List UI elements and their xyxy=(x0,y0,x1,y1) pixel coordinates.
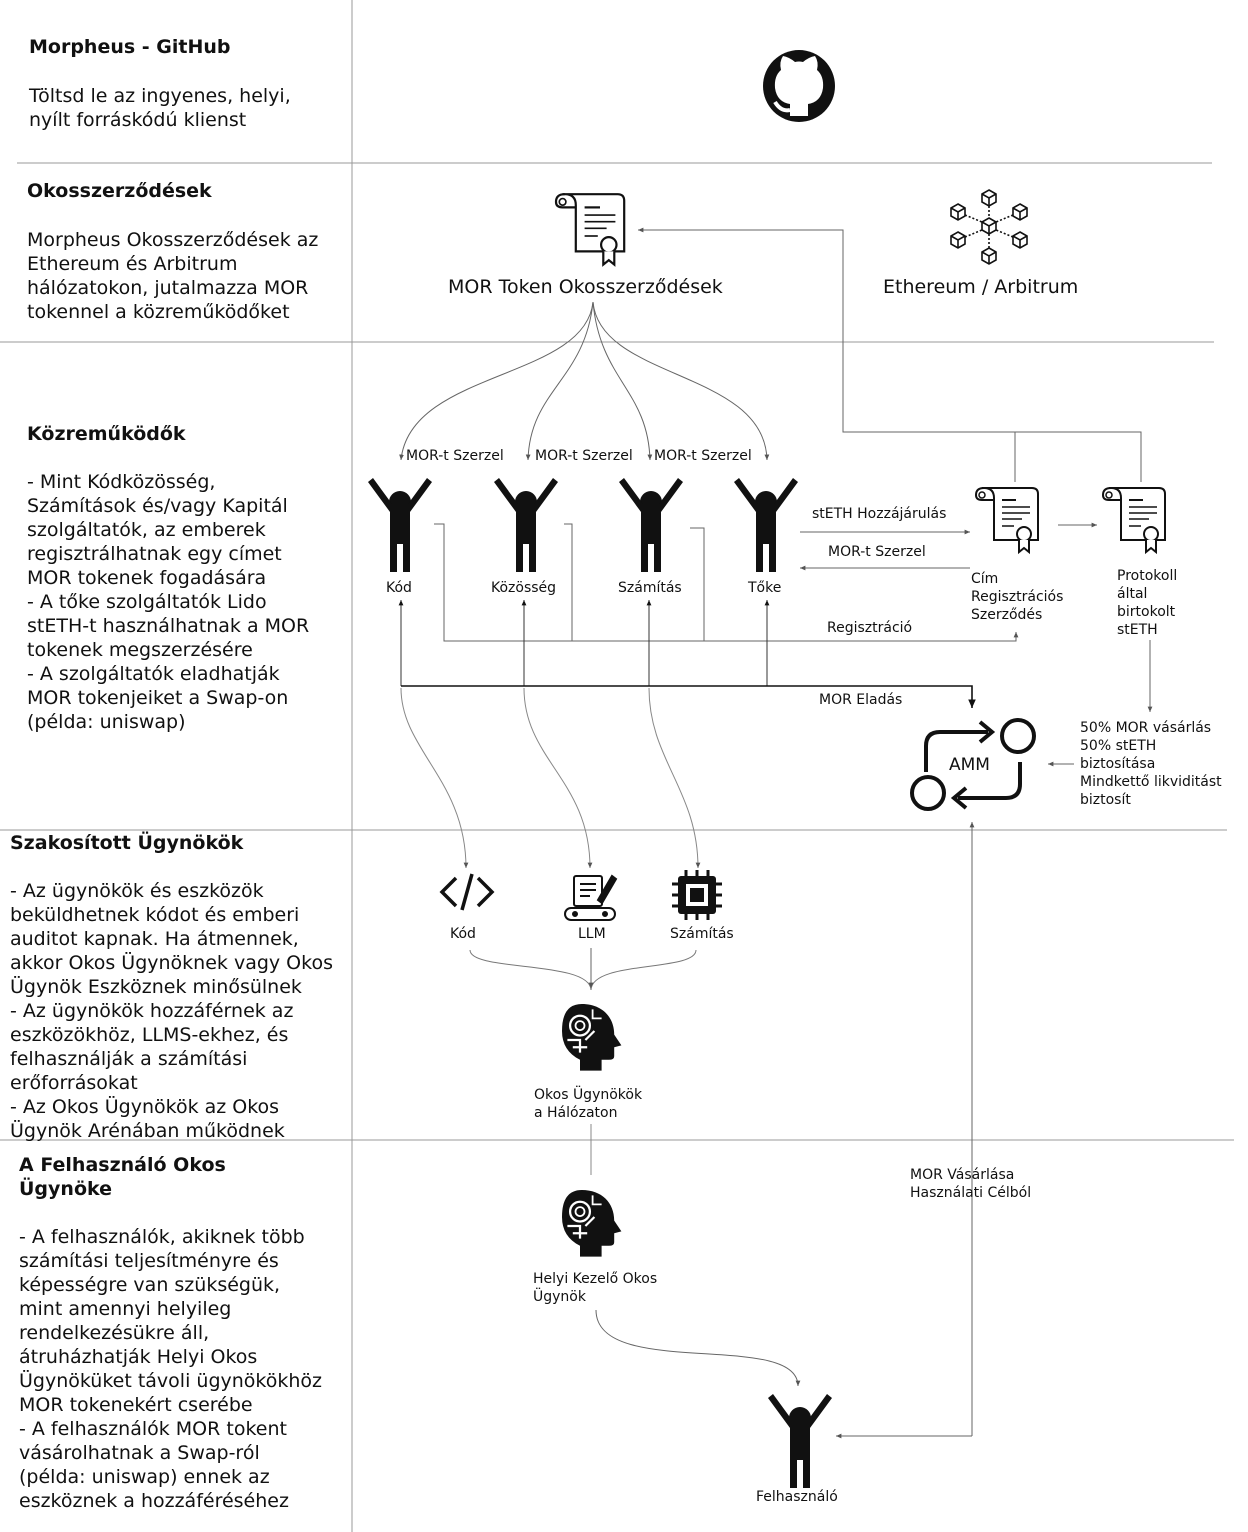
amm-label: AMM xyxy=(949,755,990,775)
blockchain-icon xyxy=(950,189,1028,265)
mor-buy-label: MOR Vásárlása Használati Célból xyxy=(910,1167,1032,1201)
contract-icon xyxy=(975,487,1039,553)
section-body-user-agent: - A felhasználók, akiknek több számítási… xyxy=(19,1226,323,1512)
contract-icon xyxy=(554,193,626,266)
tool-label-llm: LLM xyxy=(578,926,606,942)
section-body-github: Töltsd le az ingyenes, helyi, nyílt forr… xyxy=(29,85,291,131)
section-body-smart-contracts: Morpheus Okosszerződések az Ethereum és … xyxy=(27,229,319,323)
person-label-compute: Számítás xyxy=(618,580,682,596)
section-title-github: Morpheus - GitHub xyxy=(29,36,231,58)
steth-contribution-label: stETH Hozzájárulás xyxy=(812,506,947,522)
person-label-code: Kód xyxy=(386,580,412,596)
earn-label-1: MOR-t Szerzel xyxy=(406,448,504,464)
section-title-agents: Szakosított Ügynökök xyxy=(10,832,244,854)
mor-contracts-label: MOR Token Okosszerződések xyxy=(448,276,723,298)
contract-icon xyxy=(1102,487,1166,553)
eth-arb-label: Ethereum / Arbitrum xyxy=(883,276,1079,298)
code-icon xyxy=(439,873,495,911)
ai-head-icon xyxy=(560,1188,623,1258)
amm-cycle-icon xyxy=(910,718,1036,811)
chip-icon xyxy=(672,870,722,920)
tool-label-code: Kód xyxy=(450,926,476,942)
person-icon xyxy=(768,1394,832,1488)
section-title-contributors: Közreműködők xyxy=(27,423,186,445)
earn-back-label: MOR-t Szerzel xyxy=(828,544,926,560)
end-user-label: Felhasználó xyxy=(756,1489,838,1505)
person-icon xyxy=(734,478,798,572)
registration-label: Regisztráció xyxy=(827,620,913,636)
earn-label-3: MOR-t Szerzel xyxy=(654,448,752,464)
llm-icon xyxy=(564,874,618,921)
person-label-capital: Tőke xyxy=(748,580,782,596)
section-title-smart-contracts: Okosszerződések xyxy=(27,180,212,202)
local-agent-label: Helyi Kezelő Okos Ügynök xyxy=(533,1271,658,1305)
section-body-agents: - Az ügynökök és eszközök beküldhetnek k… xyxy=(10,880,333,1142)
tool-label-compute: Számítás xyxy=(670,926,734,942)
person-icon xyxy=(619,478,683,572)
smart-agents-label: Okos Ügynökök a Hálózaton xyxy=(534,1087,643,1121)
person-label-community: Közösség xyxy=(491,580,557,596)
amm-note: 50% MOR vásárlás 50% stETH biztosítása M… xyxy=(1080,720,1222,808)
person-icon xyxy=(494,478,558,572)
section-title-user-agent: A Felhasználó Okos Ügynöke xyxy=(19,1154,226,1200)
protocol-steth-label: Protokoll által birtokolt stETH xyxy=(1117,568,1178,638)
person-icon xyxy=(368,478,432,572)
mor-sell-label: MOR Eladás xyxy=(819,692,903,708)
earn-label-2: MOR-t Szerzel xyxy=(535,448,633,464)
section-body-contributors: - Mint Kódközösség, Számítások és/vagy K… xyxy=(27,471,310,733)
github-icon xyxy=(763,50,835,122)
ai-head-icon xyxy=(560,1002,623,1072)
registry-contract-label: Cím Regisztrációs Szerződés xyxy=(971,571,1064,623)
